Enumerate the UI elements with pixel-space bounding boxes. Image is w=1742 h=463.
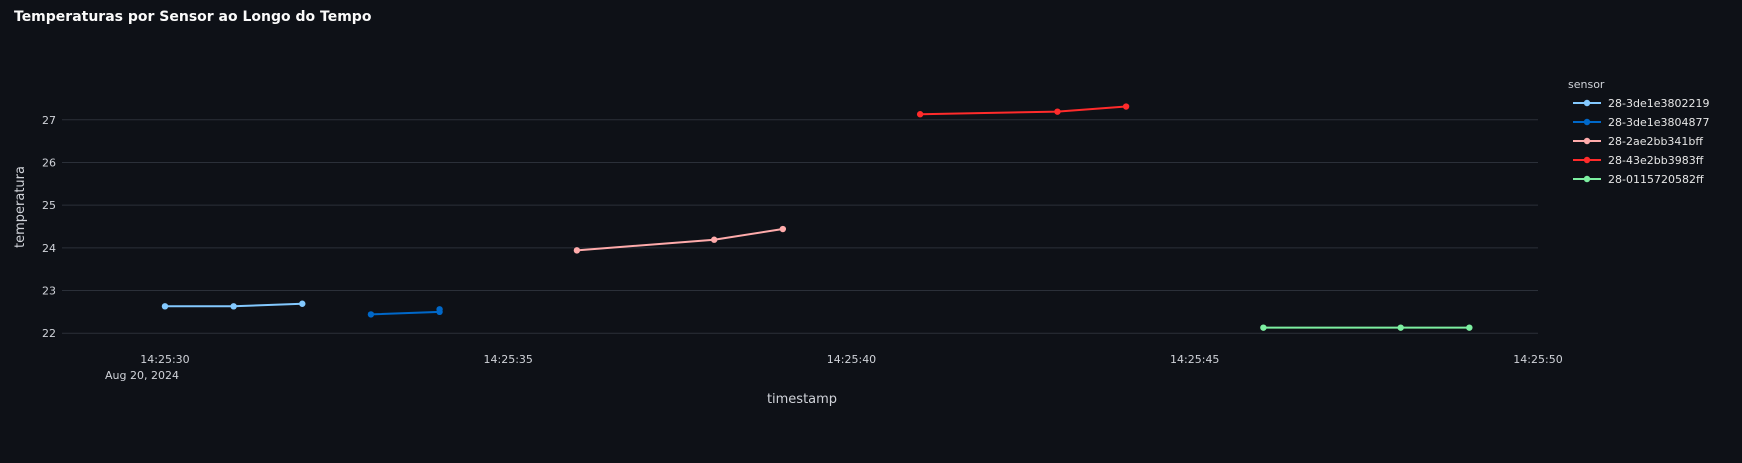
data-point [1054, 108, 1061, 115]
data-point [299, 300, 306, 307]
chart-title: Temperaturas por Sensor ao Longo do Temp… [14, 9, 372, 25]
series-group [573, 225, 787, 254]
y-axis-ticks: 22 23 24 25 26 27 [42, 114, 56, 340]
y-tick-label: 26 [42, 156, 56, 169]
data-point [230, 303, 237, 310]
data-point [1397, 324, 1404, 331]
legend-label: 28-0115720582ff [1608, 173, 1704, 186]
y-tick-label: 24 [42, 242, 56, 255]
data-point [1260, 324, 1267, 331]
legend-item[interactable]: 28-0115720582ff [1573, 173, 1704, 186]
x-axis-ticks: 14:25:30 14:25:35 14:25:40 14:25:45 14:25:50 [140, 353, 1562, 366]
data-point [367, 311, 375, 318]
y-tick-label: 25 [42, 199, 56, 212]
data-point [573, 247, 581, 254]
x-axis-label: timestamp [767, 392, 837, 407]
x-tick-label: 14:25:50 [1513, 353, 1562, 366]
legend-marker [1583, 175, 1591, 183]
x-date-label: Aug 20, 2024 [105, 369, 179, 382]
x-tick-label: 14:25:40 [827, 353, 876, 366]
legend-label: 28-3de1e3802219 [1608, 97, 1709, 110]
legend-label: 28-43e2bb3983ff [1608, 154, 1704, 167]
legend-marker [1583, 156, 1591, 164]
data-point [436, 306, 443, 313]
x-tick-label: 14:25:35 [484, 353, 533, 366]
grid [62, 119, 1538, 334]
legend-title: sensor [1568, 78, 1605, 91]
data-point [161, 303, 169, 310]
y-tick-label: 23 [42, 285, 56, 298]
legend-item[interactable]: 28-43e2bb3983ff [1573, 154, 1704, 167]
series-line [920, 105, 1127, 116]
data-point [1466, 324, 1473, 331]
data-point [1122, 103, 1130, 110]
legend-label: 28-3de1e3804877 [1608, 116, 1709, 129]
legend-item[interactable]: 28-3de1e3802219 [1573, 97, 1709, 110]
y-axis-label: temperatura [13, 166, 28, 248]
x-tick-label: 14:25:45 [1170, 353, 1219, 366]
data-point [710, 236, 718, 243]
y-tick-label: 22 [42, 327, 56, 340]
legend-marker [1583, 99, 1591, 107]
series-line [370, 309, 441, 316]
y-tick-label: 27 [42, 114, 56, 127]
series-group [916, 103, 1130, 118]
legend-item[interactable]: 28-2ae2bb341bff [1573, 135, 1703, 148]
legend-item[interactable]: 28-3de1e3804877 [1573, 116, 1709, 129]
legend-label: 28-2ae2bb341bff [1608, 135, 1703, 148]
data-point [779, 225, 787, 233]
legend: sensor 28-3de1e3802219 28-3de1e3804877 28-… [1568, 78, 1709, 186]
series [161, 103, 1473, 331]
series-group [367, 306, 443, 318]
series-group [161, 300, 306, 310]
legend-marker [1583, 118, 1591, 126]
legend-marker [1583, 137, 1591, 145]
series-line [576, 228, 783, 252]
series-group [1260, 324, 1473, 331]
x-tick-label: 14:25:30 [140, 353, 189, 366]
data-point [916, 111, 924, 118]
